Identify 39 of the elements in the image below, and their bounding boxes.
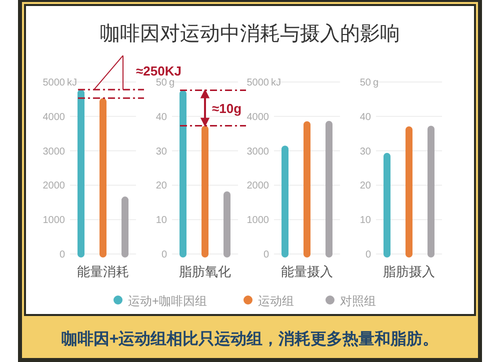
y-tick-label: 1000 — [42, 215, 66, 226]
y-tick-label: 4000 — [246, 112, 270, 123]
text: 咖啡因对运动中消耗与摄入的影响 — [100, 23, 400, 45]
y-tick-label: 40 — [156, 112, 168, 123]
y-tick-label: 20 — [360, 180, 372, 192]
y-tick-label: 40 — [360, 112, 372, 123]
y-tick-label: 0 — [161, 250, 168, 260]
y-tick-label: 4000 — [42, 112, 66, 123]
y-tick-label: 0 — [365, 250, 372, 260]
annotation: ≈10g — [212, 100, 242, 116]
x-tick-label: 脂肪摄入 — [383, 264, 435, 279]
x-tick-label: 能量摄入 — [281, 264, 333, 279]
y-tick-label: 10 — [360, 215, 372, 226]
y-tick-label: 2000 — [42, 180, 66, 192]
y-axis-title: g — [373, 78, 379, 88]
y-tick-label: 30 — [156, 146, 168, 158]
y-tick-label: 30 — [360, 146, 372, 158]
y-tick-label: 3000 — [42, 146, 66, 158]
legend-label: 运动组 — [258, 294, 294, 308]
y-tick-label: 20 — [156, 180, 168, 192]
x-tick-label: 能量消耗 — [77, 264, 129, 279]
y-axis-title: kJ — [271, 78, 281, 88]
legend-label: 运动+咖啡因组 — [128, 294, 208, 308]
y-axis-title: g — [169, 78, 175, 88]
text: 咖啡因+运动组相比只运动组，消耗更多热量和脂肪。 — [61, 330, 439, 348]
y-tick-label: 50 — [156, 78, 168, 88]
legend-label: 对照组 — [340, 294, 376, 308]
text: ≈250KJ — [136, 64, 182, 79]
x-tick-label: 脂肪氧化 — [179, 264, 231, 279]
y-tick-label: 3000 — [246, 146, 270, 158]
y-axis-title: kJ — [67, 78, 77, 88]
y-tick-label: 5000 — [246, 78, 270, 88]
y-tick-label: 50 — [360, 78, 372, 88]
y-tick-label: 1000 — [246, 215, 270, 226]
y-tick-label: 0 — [263, 250, 270, 260]
y-tick-label: 5000 — [42, 78, 66, 88]
y-tick-label: 0 — [59, 250, 66, 260]
y-tick-label: 10 — [156, 215, 168, 226]
y-tick-label: 2000 — [246, 180, 270, 192]
